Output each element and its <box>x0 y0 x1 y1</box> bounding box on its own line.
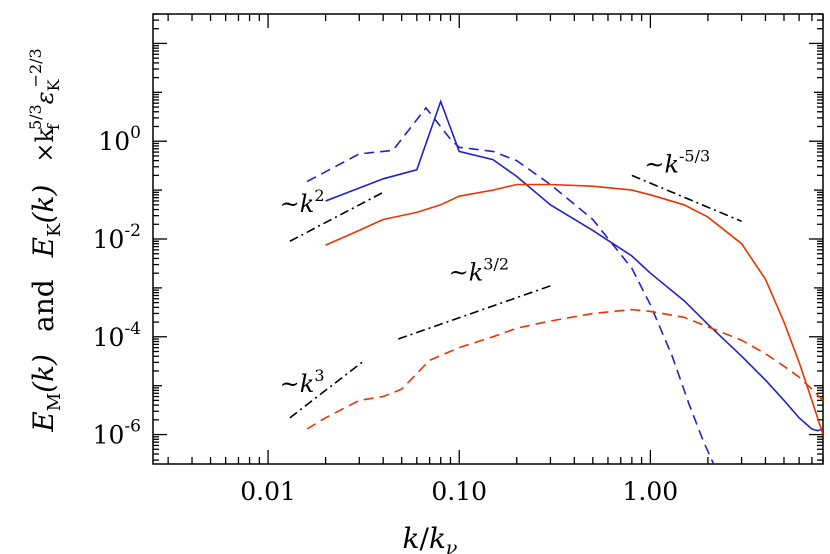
reference-lines <box>289 174 742 419</box>
slope-annotations: ~k2 ~k3 ~k3/2 ~k-5/3 <box>280 146 710 397</box>
x-axis-label: k/kν <box>403 522 458 554</box>
series-red-dashed <box>306 308 823 430</box>
y-tick-label: 10-4 <box>93 319 141 352</box>
data-series <box>306 99 823 464</box>
annot-k32: ~k3/2 <box>449 255 509 287</box>
y-tick-labels: 100 10-2 10-4 10-6 <box>93 123 141 449</box>
x-tick-label: 1.00 <box>623 477 679 506</box>
ref-k3 <box>289 361 363 419</box>
ref-k2 <box>289 191 384 242</box>
annot-k-53: ~k-5/3 <box>644 146 710 178</box>
y-axis-label: EM(k)andEK(k)×kf5/3εK−2/3 <box>26 48 65 432</box>
ref-k32 <box>398 285 551 340</box>
x-tick-label: 0.01 <box>240 477 296 506</box>
axis-ticks <box>153 13 824 464</box>
series-blue-dashed <box>306 106 715 464</box>
x-tick-labels: 0.01 0.10 1.00 <box>240 477 678 506</box>
annot-k2: ~k2 <box>280 186 325 218</box>
ref-k-53 <box>631 174 742 223</box>
annot-k3: ~k3 <box>280 366 325 398</box>
plot-frame <box>152 13 824 465</box>
x-tick-label: 0.10 <box>431 477 487 506</box>
y-tick-label: 10-2 <box>93 221 141 254</box>
y-tick-label: 100 <box>98 123 141 156</box>
series-blue-solid <box>325 99 823 432</box>
y-tick-label: 10-6 <box>93 417 141 450</box>
series-red-solid <box>325 183 823 435</box>
